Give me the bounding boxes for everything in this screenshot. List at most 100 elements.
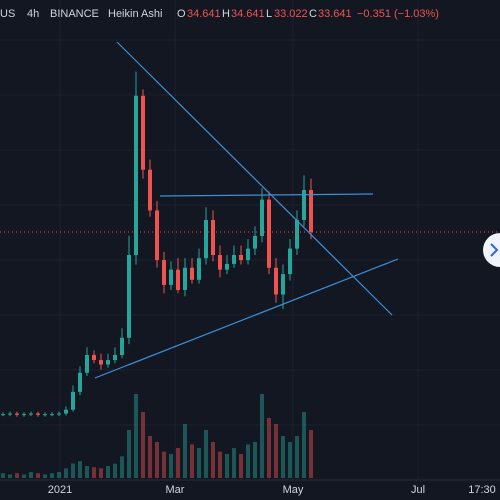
candle-body [218,255,222,270]
volume-bar [211,442,215,478]
volume-bar [176,448,180,478]
candle-body [141,95,145,170]
volume-bar [15,473,19,478]
candle-body [253,235,257,249]
volume-bar [288,442,292,478]
volume-bar [1,473,5,478]
ohlc-label: O [177,8,186,20]
volume-bar [225,454,229,478]
candle-body [1,414,5,416]
candle-body [148,169,152,211]
trend-line[interactable] [159,193,374,197]
volume-bar [50,473,54,478]
candle-body [15,413,19,415]
volume-bar [239,454,243,478]
volume-bar [57,472,61,478]
ohlc-value: 33.022 [274,8,308,20]
time-label: 17:30 [468,484,496,496]
candle-body [274,267,278,295]
volume-bar [141,412,145,478]
volume-bar [295,436,299,478]
candle-body [127,255,131,338]
volume-layer [1,394,313,478]
volume-bar [71,463,75,478]
volume-bar [29,472,33,478]
time-label: Mar [166,484,185,496]
candle-body [288,248,292,275]
change: −0.351 (−1.03%) [357,8,439,20]
ohlc-value: 33.641 [318,8,352,20]
candle-body [99,360,103,365]
volume-bar [281,436,285,478]
time-label: 2021 [48,484,72,496]
volume-bar [127,430,131,478]
volume-bar [267,418,271,478]
volume-bar [106,466,110,478]
volume-bar [274,424,278,478]
candle-body [36,413,40,415]
volume-bar [190,444,194,478]
candle-body [50,414,54,416]
trend-line[interactable] [116,41,393,316]
volume-bar [36,473,40,478]
candle-body [57,413,61,415]
candle-body [8,413,12,415]
ohlc-value: 34.641 [187,8,221,20]
volume-bar [78,461,82,478]
candle-body [281,274,285,295]
candle-body [134,95,138,255]
chart-style: Heikin Ashi [108,8,162,20]
volume-bar [253,442,257,478]
volume-bar [99,468,103,478]
ohlc-label: L [266,8,272,20]
volume-bar [246,444,250,478]
candle-body [211,219,215,255]
trend-line[interactable] [94,258,399,379]
candle-body [29,413,33,415]
candle-body [225,263,229,270]
volume-bar [43,474,47,478]
candle-body [190,267,194,280]
candle-body [239,255,243,261]
candle-body [169,269,173,285]
time-axis: 2021 Mar May Jul 17:30 [48,484,496,496]
volume-bar [260,394,264,478]
ohlc-value: 34.641 [231,8,265,20]
volume-bar [183,424,187,478]
volume-bar [232,448,236,478]
ohlc-label: H [222,8,230,20]
candle-body [22,414,26,416]
volume-bar [204,430,208,478]
volume-bar [113,463,117,478]
scroll-icon [490,243,499,257]
candle-body [162,260,166,285]
volume-bar [22,474,26,478]
volume-bar [155,442,159,478]
candle-body [43,414,47,416]
volume-bar [92,467,96,478]
volume-bar [302,412,306,478]
symbol[interactable]: US [0,8,15,20]
candle-body [260,199,264,236]
volume-bar [64,468,68,478]
candle-body [232,255,236,264]
candle-body [246,248,250,261]
candle-body [64,409,68,414]
time-label: May [283,484,304,496]
volume-bar [85,466,89,478]
candle-body [85,354,89,373]
candle-body [267,199,271,268]
candle-body [176,269,180,291]
volume-bar [309,430,313,478]
time-label: Jul [411,484,425,496]
candle-body [183,267,187,291]
candle-body [106,360,110,365]
volume-bar [169,454,173,478]
candle-body [155,210,159,261]
interval[interactable]: 4h [27,8,39,20]
grid [0,0,500,480]
volume-bar [218,451,222,478]
scroll-button[interactable] [483,233,500,267]
volume-bar [134,394,138,478]
